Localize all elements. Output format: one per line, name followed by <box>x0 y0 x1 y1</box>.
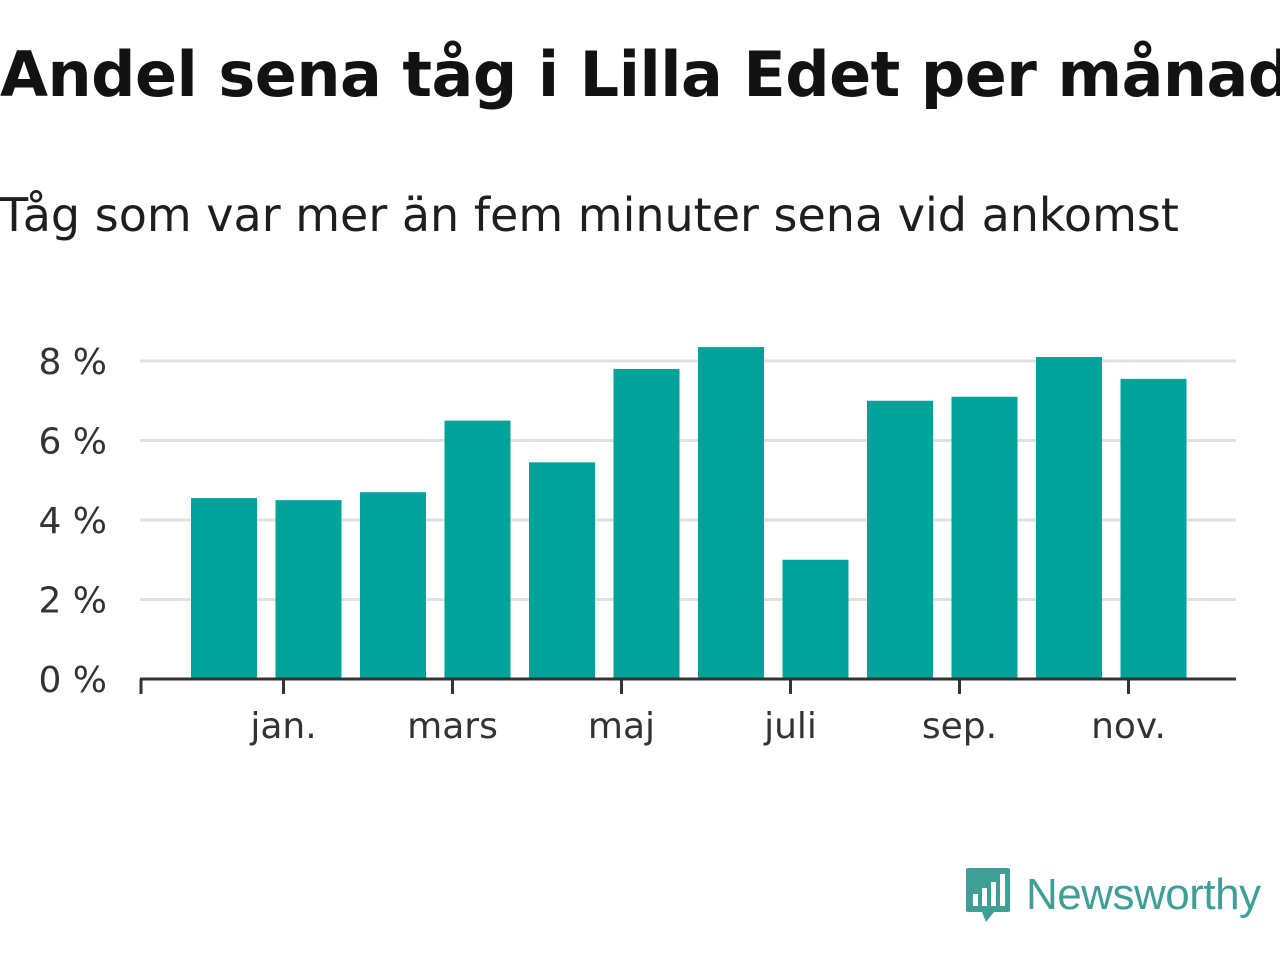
logo-text: Newsworthy <box>1026 870 1261 919</box>
newsworthy-logo[interactable]: Newsworthy <box>962 862 1261 928</box>
chart-title: Andel sena tåg i Lilla Edet per månad <box>0 38 1280 111</box>
bar <box>360 492 426 679</box>
bar <box>613 368 680 679</box>
x-tick-label: sep. <box>922 706 997 747</box>
bars <box>191 347 1187 679</box>
y-tick-labels: 0 % 2 % 4 % 6 % 8 % <box>38 342 107 701</box>
bar <box>782 559 849 679</box>
y-tick-label: 0 % <box>38 660 107 701</box>
bar <box>275 500 342 679</box>
y-tick-label: 4 % <box>38 501 107 542</box>
x-tick-label: jan. <box>249 706 316 747</box>
y-tick-label: 2 % <box>38 581 107 622</box>
bar-chart: 0 % 2 % 4 % 6 % 8 % jan. mars maj juli sep. nov. <box>38 342 1236 747</box>
x-tick-label: mars <box>407 706 498 747</box>
bar <box>1120 378 1187 679</box>
bar <box>867 400 933 679</box>
x-tick-label: juli <box>763 706 817 747</box>
x-tick-label: maj <box>588 706 655 747</box>
bar <box>951 396 1018 679</box>
y-tick-label: 8 % <box>38 342 107 383</box>
x-tick-labels: jan. mars maj juli sep. nov. <box>249 706 1166 747</box>
bar <box>529 462 595 679</box>
bar <box>444 420 511 679</box>
x-tick-label: nov. <box>1091 706 1166 747</box>
bar <box>698 347 764 679</box>
bar <box>191 498 257 679</box>
x-axis <box>139 677 1236 694</box>
bar-chart-speech-bubble-icon <box>966 868 1010 922</box>
y-tick-label: 6 % <box>38 422 107 463</box>
bar <box>1036 357 1102 679</box>
chart-subtitle: Tåg som var mer än fem minuter sena vid … <box>0 188 1179 242</box>
